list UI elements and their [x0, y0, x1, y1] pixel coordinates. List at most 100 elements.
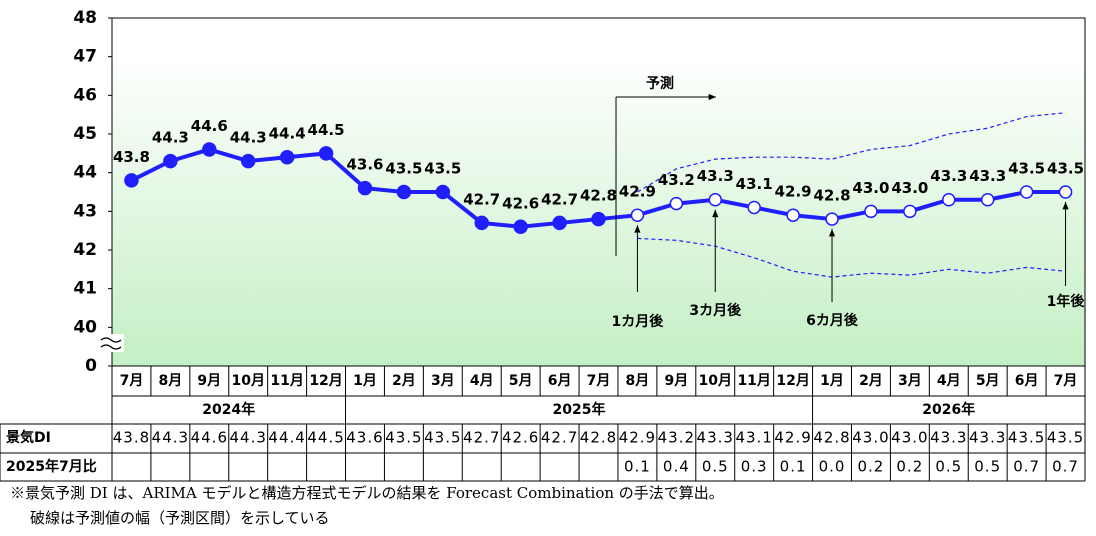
x-tick-label: 2月 — [859, 373, 883, 389]
marker — [630, 208, 645, 222]
data-label: 43.0 — [891, 179, 928, 197]
row-label: 景気DI — [6, 429, 51, 446]
arrow-head — [712, 209, 719, 218]
marker — [786, 208, 800, 222]
data-label: 43.1 — [736, 175, 773, 193]
table-cell: 44.5 — [307, 429, 344, 447]
table-cell: 43.0 — [891, 429, 928, 447]
table-cell: 0.5 — [935, 458, 962, 476]
data-label: 44.4 — [269, 125, 306, 143]
data-label: 42.8 — [814, 187, 851, 205]
year-label: 2024年 — [202, 401, 255, 418]
table-cell: 0.5 — [702, 458, 729, 476]
data-label: 44.3 — [152, 129, 189, 147]
table-cell: 42.9 — [619, 429, 656, 447]
marker — [396, 184, 412, 200]
marker — [318, 146, 334, 161]
data-label: 44.6 — [191, 117, 228, 135]
year-label: 2025年 — [553, 401, 606, 418]
row-label: 2025年7月比 — [6, 458, 97, 475]
arrow-head — [1062, 202, 1069, 210]
data-label: 43.0 — [852, 179, 889, 197]
marker — [864, 204, 878, 219]
interval-line — [637, 237, 1066, 278]
x-tick-label: 3月 — [898, 373, 922, 389]
x-tick-label: 7月 — [1054, 373, 1078, 389]
table-cell: 44.3 — [152, 429, 189, 447]
axis-break — [100, 334, 124, 352]
data-label: 44.3 — [230, 129, 267, 147]
table-cell: 43.1 — [735, 429, 772, 447]
marker — [591, 211, 606, 227]
marker — [474, 215, 489, 231]
marker — [747, 200, 761, 215]
marker — [1019, 185, 1034, 199]
plot-area — [111, 17, 1086, 367]
marker — [980, 192, 995, 207]
x-tick-label: 2月 — [392, 373, 416, 389]
data-label: 43.3 — [697, 167, 734, 185]
x-tick-label: 6月 — [1015, 373, 1039, 389]
y-tick-label: 48 — [73, 8, 97, 28]
y-tick-label: 42 — [73, 240, 97, 260]
table-cell: 0.0 — [819, 458, 846, 476]
table-cell: 42.8 — [580, 429, 617, 447]
table-cell: 43.0 — [852, 429, 889, 447]
table-cell: 0.3 — [741, 458, 768, 476]
table-cell: 0.5 — [974, 458, 1001, 476]
marker — [435, 184, 451, 200]
marker — [942, 192, 956, 207]
table-cell: 43.5 — [1008, 429, 1045, 447]
marker — [1058, 185, 1073, 199]
table-cell: 43.3 — [930, 429, 967, 447]
arrow-head — [708, 93, 716, 101]
table-cell: 42.9 — [774, 429, 811, 447]
data-label: 43.5 — [1047, 160, 1084, 178]
table-cell: 0.7 — [1052, 458, 1079, 476]
marker — [240, 153, 256, 169]
x-tick-label: 10月 — [231, 373, 264, 389]
arrow-head — [828, 229, 836, 237]
marker — [513, 219, 528, 235]
table-cell: 44.6 — [191, 429, 228, 447]
x-tick-label: 5月 — [976, 373, 1000, 389]
data-label: 43.3 — [969, 167, 1006, 185]
data-label: 43.3 — [930, 167, 967, 185]
data-label: 43.6 — [346, 156, 383, 174]
arrow-head — [634, 225, 641, 233]
x-tick-label: 12月 — [776, 373, 809, 389]
x-tick-label: 7月 — [120, 373, 144, 389]
y-tick-label: 43 — [73, 201, 97, 221]
data-label: 43.5 — [424, 160, 461, 178]
table-cell: 43.5 — [1047, 429, 1084, 447]
marker — [124, 173, 139, 188]
annotation: 1カ月後 — [612, 313, 665, 330]
annotation: 6カ月後 — [806, 312, 859, 329]
data-label: 42.6 — [502, 194, 539, 212]
year-label: 2026年 — [922, 401, 975, 418]
marker — [825, 212, 839, 226]
marker — [552, 215, 567, 231]
marker — [669, 196, 684, 211]
x-tick-label: 4月 — [470, 373, 494, 389]
y-tick-label: 0 — [85, 356, 97, 376]
x-tick-label: 11月 — [737, 373, 770, 389]
x-tick-label: 9月 — [664, 373, 688, 389]
marker — [903, 204, 917, 219]
x-tick-label: 5月 — [509, 373, 533, 389]
x-tick-label: 7月 — [587, 373, 611, 389]
data-label: 42.9 — [619, 183, 656, 201]
annotation: 3カ月後 — [689, 302, 742, 319]
y-tick-label: 44 — [73, 163, 97, 183]
footnote: ※景気予測 DI は、ARIMA モデルと構造方程式モデルの結果を Foreca… — [10, 484, 724, 502]
table-cell: 42.7 — [541, 429, 578, 447]
x-tick-label: 3月 — [431, 373, 455, 389]
footnote: 破線は予測値の幅（予測区間）を示している — [30, 509, 330, 527]
x-tick-label: 1月 — [820, 373, 844, 389]
marker — [279, 149, 295, 165]
data-label: 42.7 — [541, 190, 578, 208]
table-cell: 43.8 — [113, 429, 150, 447]
marker — [357, 180, 373, 196]
table-cell: 42.7 — [463, 429, 500, 447]
